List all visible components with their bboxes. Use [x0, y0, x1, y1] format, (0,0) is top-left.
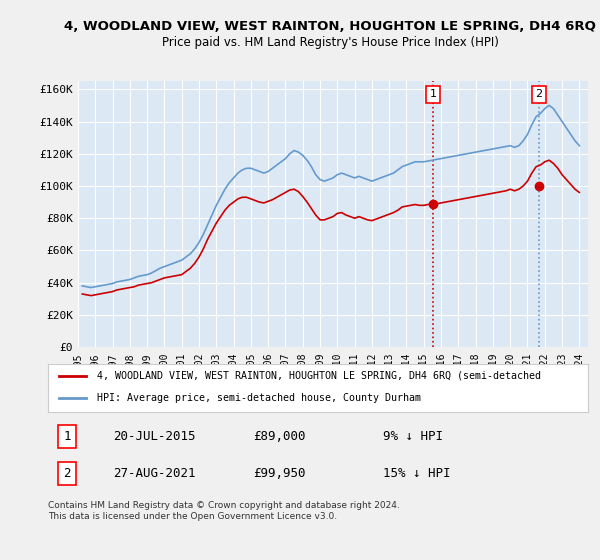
Text: £89,000: £89,000: [253, 430, 306, 443]
Text: £99,950: £99,950: [253, 466, 306, 480]
Text: HPI: Average price, semi-detached house, County Durham: HPI: Average price, semi-detached house,…: [97, 393, 421, 403]
Text: 15% ↓ HPI: 15% ↓ HPI: [383, 466, 450, 480]
Text: 4, WOODLAND VIEW, WEST RAINTON, HOUGHTON LE SPRING, DH4 6RQ: 4, WOODLAND VIEW, WEST RAINTON, HOUGHTON…: [64, 20, 596, 32]
Text: Price paid vs. HM Land Registry's House Price Index (HPI): Price paid vs. HM Land Registry's House …: [161, 36, 499, 49]
Text: 20-JUL-2015: 20-JUL-2015: [113, 430, 196, 443]
Text: 1: 1: [63, 430, 71, 443]
Text: 2: 2: [535, 89, 542, 99]
Text: 1: 1: [430, 89, 437, 99]
Text: 4, WOODLAND VIEW, WEST RAINTON, HOUGHTON LE SPRING, DH4 6RQ (semi-detached: 4, WOODLAND VIEW, WEST RAINTON, HOUGHTON…: [97, 371, 541, 381]
Text: 27-AUG-2021: 27-AUG-2021: [113, 466, 196, 480]
Text: 9% ↓ HPI: 9% ↓ HPI: [383, 430, 443, 443]
Text: 2: 2: [63, 466, 71, 480]
Text: Contains HM Land Registry data © Crown copyright and database right 2024.
This d: Contains HM Land Registry data © Crown c…: [48, 501, 400, 521]
